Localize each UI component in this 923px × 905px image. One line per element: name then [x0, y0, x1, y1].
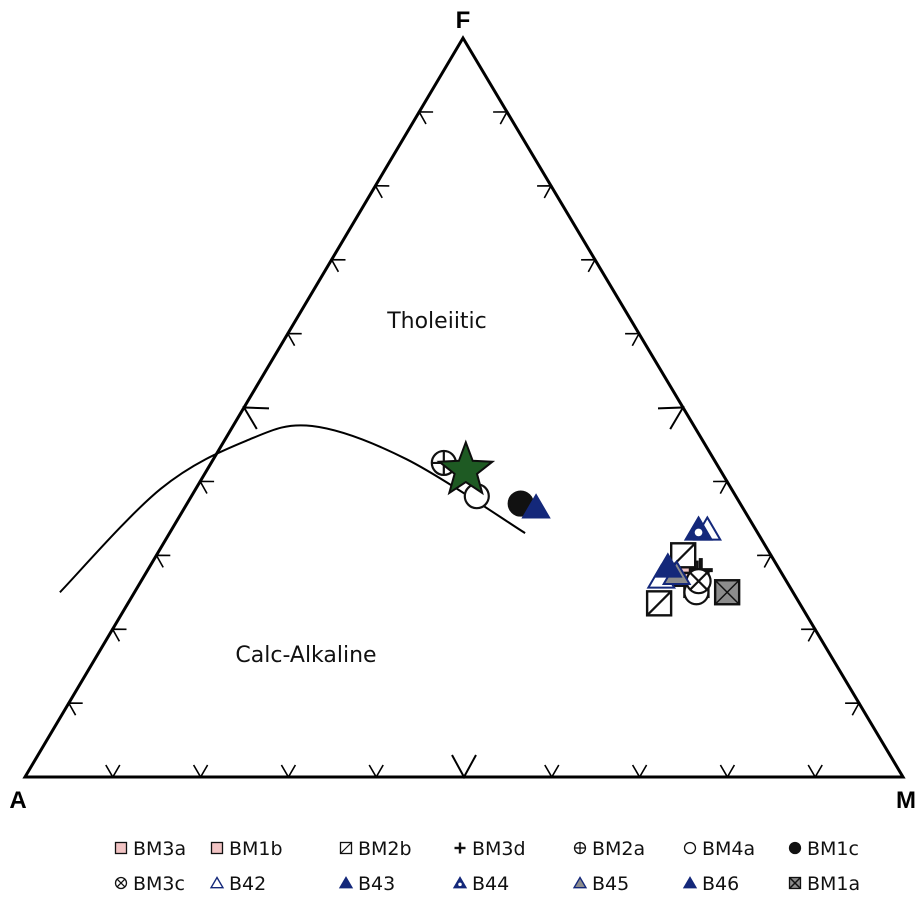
boundary-curve-group [59, 424, 526, 593]
legend-item-bm3d: BM3d [454, 838, 526, 860]
tick-bottom-9 [807, 764, 823, 779]
point-bm3c-1 [685, 568, 712, 595]
vertex-label-left: A [9, 787, 26, 814]
legend-item-bm1a: BM1a [788, 873, 860, 895]
tick-bottom-1 [105, 764, 121, 779]
data-points [430, 439, 741, 617]
region-label-tholeiitic: Tholeiitic [386, 309, 487, 334]
legend-item-b45: B45 [572, 873, 629, 895]
tick-bottom-6 [544, 764, 560, 779]
ternary-frame [22, 35, 906, 779]
region-label-calc-alkaline: Calc-Alkaline [235, 643, 376, 668]
triangle-outline [22, 35, 906, 779]
tick-left-4 [198, 480, 215, 494]
legend-marker [788, 841, 802, 855]
legend-marker [338, 876, 354, 889]
legend-item-bm2a: BM2a [573, 838, 645, 860]
tick-right-6 [713, 480, 729, 494]
tick-right-7 [757, 554, 773, 568]
legend-item-b44: B44 [452, 873, 509, 895]
tick-right-9 [845, 702, 861, 716]
legend-item-b43: B43 [338, 873, 395, 895]
point-bm1a-1 [713, 579, 741, 606]
tick-left-5 [242, 406, 270, 430]
tick-left-2 [111, 628, 127, 642]
tick-right-1 [493, 111, 509, 125]
boundary-curve [59, 424, 526, 593]
tick-bottom-7 [631, 764, 648, 779]
tick-right-8 [801, 628, 817, 642]
legend-marker [573, 841, 587, 855]
vertex-label-top: F [456, 7, 471, 34]
tick-right-3 [581, 258, 597, 273]
tick-left-3 [155, 554, 171, 568]
legend-label: B43 [358, 873, 395, 895]
tick-left-8 [374, 184, 390, 199]
point-b43-1 [521, 493, 551, 519]
legend-marker [788, 876, 802, 890]
axis-ticks [67, 111, 861, 780]
tick-left-6 [286, 332, 302, 347]
tick-bottom-3 [280, 764, 297, 779]
legend-item-b42: B42 [209, 873, 266, 895]
legend-marker [339, 841, 353, 855]
legend-label: BM1c [807, 838, 859, 860]
legend-label: B46 [702, 873, 739, 895]
legend-label: BM2b [358, 838, 412, 860]
tick-right-5 [657, 406, 685, 430]
legend-marker [682, 876, 698, 889]
legend-label: B45 [592, 873, 629, 895]
tick-left-1 [67, 702, 83, 716]
legend-item-bm4a: BM4a [683, 838, 755, 860]
vertex-label-right: M [896, 787, 916, 814]
legend-label: BM3c [133, 873, 185, 895]
legend-label: BM2a [592, 838, 645, 860]
tick-bottom-4 [368, 764, 384, 779]
legend-marker [454, 842, 466, 854]
legend-label: BM3a [133, 838, 186, 860]
legend-label: BM4a [702, 838, 755, 860]
point-b44-1 [683, 515, 714, 541]
legend-marker [209, 876, 225, 889]
legend-item-bm2b: BM2b [339, 838, 412, 860]
tick-bottom-8 [719, 764, 736, 779]
point-unlabeled-1 [436, 439, 496, 496]
legend-marker [210, 841, 224, 855]
tick-right-4 [625, 332, 641, 347]
tick-left-9 [417, 111, 434, 125]
point-bm2b-1 [645, 590, 673, 617]
legend-item-b46: B46 [682, 873, 739, 895]
legend-item-bm3a: BM3a [114, 838, 186, 860]
tick-left-7 [330, 258, 346, 273]
legend-marker [683, 841, 697, 855]
legend-marker [114, 841, 128, 855]
legend-marker [114, 876, 128, 890]
legend-item-bm1c: BM1c [788, 838, 859, 860]
point-b46-1 [653, 552, 683, 578]
legend-label: BM1a [807, 873, 860, 895]
legend: BM3a BM1b BM2b BM3d BM2a BM4a BM1c BM3c B42 B43 B4… [114, 838, 860, 895]
legend-item-bm3c: BM3c [114, 873, 185, 895]
tick-right-2 [537, 184, 553, 199]
tick-bottom-2 [192, 764, 209, 779]
legend-item-bm1b: BM1b [210, 838, 283, 860]
legend-marker [572, 876, 588, 889]
tick-bottom-5 [451, 754, 477, 780]
legend-label: B44 [472, 873, 509, 895]
legend-marker [452, 876, 468, 889]
legend-label: BM3d [472, 838, 526, 860]
legend-label: BM1b [229, 838, 283, 860]
legend-label: B42 [229, 873, 266, 895]
